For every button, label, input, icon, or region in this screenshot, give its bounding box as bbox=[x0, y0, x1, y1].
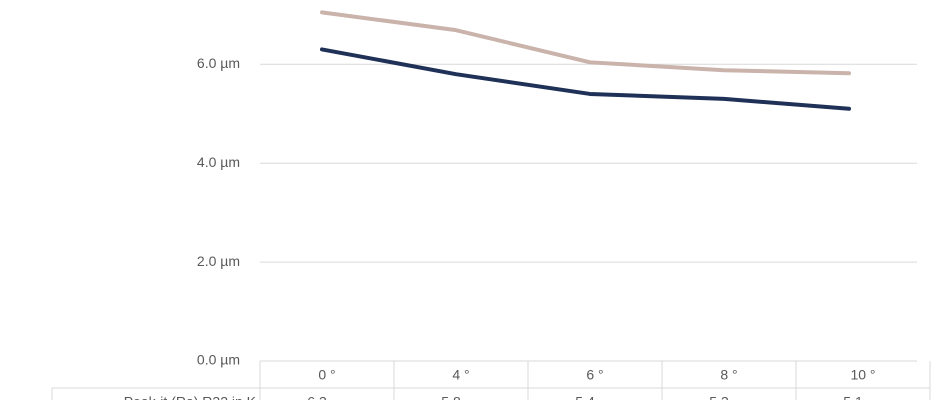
series-line bbox=[320, 10, 851, 76]
line-layer bbox=[320, 10, 851, 111]
table-value: 5.1 bbox=[843, 394, 863, 400]
x-tick-label: 6 ° bbox=[586, 367, 603, 383]
x-tick-label: 4 ° bbox=[452, 367, 469, 383]
y-tick-label: 2.0 µm bbox=[197, 253, 240, 269]
data-table: 0 ° 4 ° 6 ° 8 ° 10 ° Peak-it (Ra) R32 in K 6.3… bbox=[51, 361, 931, 400]
x-tick-label: 10 ° bbox=[850, 367, 875, 383]
grid-layer: 0.0 µm 2.0 µm 4.0 µm 6.0 µm bbox=[197, 55, 917, 368]
table-value: 5.4 bbox=[575, 394, 595, 400]
y-tick-label: 4.0 µm bbox=[197, 154, 240, 170]
table-value: 5.3 bbox=[709, 394, 729, 400]
y-tick-label: 6.0 µm bbox=[197, 55, 240, 71]
table-value: 5.8 bbox=[441, 394, 461, 400]
x-tick-label: 8 ° bbox=[720, 367, 737, 383]
y-tick-label: 0.0 µm bbox=[197, 352, 240, 368]
x-tick-label: 0 ° bbox=[318, 367, 335, 383]
legend-entry: Peak-it (Ra) R32 in K bbox=[124, 394, 257, 400]
table-value: 6.3 bbox=[307, 394, 327, 400]
series-line bbox=[320, 47, 851, 111]
